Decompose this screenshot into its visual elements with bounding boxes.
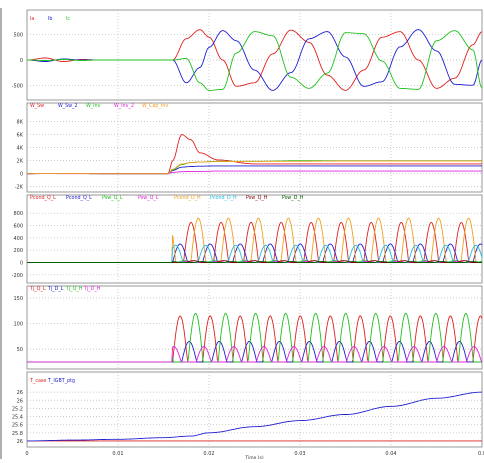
legend-entry: Psw_Q_H [246, 195, 268, 201]
legend-entry: Pcond_D_H [210, 195, 237, 201]
panel-4: 50 100 150 Tj_Q_L Tj_D_L Tj_Q_H Tj_D_H [13, 285, 483, 370]
legend-entry: W_Sw_2 [58, 103, 78, 109]
panel-frame [26, 371, 483, 448]
panel-3: -200 0 200 400 600 800 Pcond_Q_L Pcond_Q_L Psw_Q… [12, 194, 483, 284]
legend-entry: Ib [48, 16, 52, 22]
legend-entry: Psw_D_H [282, 195, 304, 201]
legend-entry: T_IGBT_ptg [47, 378, 75, 384]
x-tick-label: 0.02 [203, 451, 214, 457]
legend-entry: Tj_D_H [83, 286, 101, 292]
legend-entry: W_Inv_2 [114, 103, 134, 109]
y-tick-label: 4K [17, 146, 24, 152]
y-tick-label: 26 [17, 398, 23, 404]
legend-entry: Tj_Q_H [65, 286, 83, 292]
x-tick-label: 0.03 [294, 451, 305, 457]
legend-entry: Psw_Q_L [102, 195, 123, 201]
legend: Ia Ib Ic [30, 16, 70, 22]
legend: W_Sw W_Sw_2 W_Inv W_Inv_2 W_Cap_Inv [30, 103, 168, 109]
y-tick-label: 26 [17, 390, 23, 396]
series-line [27, 30, 483, 91]
legend-entry: Ia [30, 16, 34, 22]
panel-5: 26 25.8 25.6 25.4 25.2 26 26 T_case T_IGBT_ptg [12, 371, 483, 448]
y-tick-label: 25.6 [12, 423, 23, 429]
legend: Pcond_Q_L Pcond_Q_L Psw_Q_L Psw_Q_L Pcond_D_… [30, 195, 304, 201]
y-tick-label: -500 [12, 83, 23, 89]
legend-entry: Ic [66, 16, 70, 22]
y-tick-label: 0 [20, 261, 23, 267]
y-tick-label: 0 [20, 172, 23, 178]
series-line [27, 261, 482, 263]
y-tick-label: 400 [13, 236, 23, 242]
legend-entry: T_case [29, 378, 46, 384]
legend-entry: Tj_D_L [47, 286, 64, 292]
legend: Tj_Q_L Tj_D_L Tj_Q_H Tj_D_H [29, 286, 101, 292]
y-tick-label: 6K [17, 133, 24, 139]
legend-entry: W_Cap_Inv [142, 103, 168, 109]
y-tick-label: -200 [12, 273, 23, 279]
x-tick-label: 0.01 [112, 451, 123, 457]
legend-entry: W_Inv [86, 103, 101, 109]
legend-entry: Psw_Q_L [138, 195, 159, 201]
y-tick-label: 25.8 [12, 431, 23, 437]
series-line [27, 391, 483, 442]
x-tick-label: 0.04 [385, 451, 396, 457]
panel-frame [26, 102, 483, 193]
x-tick-label: 0.0 [478, 451, 484, 457]
legend-entry: Pcond_D_H [174, 195, 201, 201]
y-tick-label: 150 [13, 296, 23, 302]
y-tick-label: 600 [13, 224, 23, 230]
y-tick-label: -2K [15, 185, 24, 191]
x-axis-label: Time (s) [244, 455, 264, 459]
series-line [27, 346, 483, 363]
legend-entry: Tj_Q_L [29, 286, 46, 292]
legend: T_case T_IGBT_ptg [29, 378, 75, 384]
legend-entry: Pcond_Q_L [66, 195, 92, 201]
panel-2: -2K 0 2K 4K 6K 8K W_Sw W_Sw_2 W_Inv W_Inv_2 W_Cap_… [15, 102, 483, 193]
y-tick-label: 0 [20, 58, 23, 64]
legend-entry: Pcond_Q_L [30, 195, 56, 201]
x-tick-label: 0 [25, 451, 28, 457]
series-line [27, 160, 482, 175]
y-tick-label: 25.4 [12, 415, 23, 421]
y-tick-label: 100 [13, 322, 23, 328]
y-tick-label: 800 [13, 211, 23, 217]
y-tick-label: 200 [13, 248, 23, 254]
y-tick-label: 50 [17, 347, 23, 353]
y-tick-label: 25.2 [12, 406, 23, 412]
y-tick-label: 500 [13, 33, 23, 39]
y-tick-label: 26 [17, 439, 23, 445]
panel-1: -500 0 500 Ia Ib Ic [12, 9, 483, 101]
panel-frame [26, 285, 483, 370]
legend-entry: W_Sw [30, 103, 44, 109]
y-tick-label: 8K [17, 120, 24, 126]
y-tick-label: 2K [17, 159, 24, 165]
